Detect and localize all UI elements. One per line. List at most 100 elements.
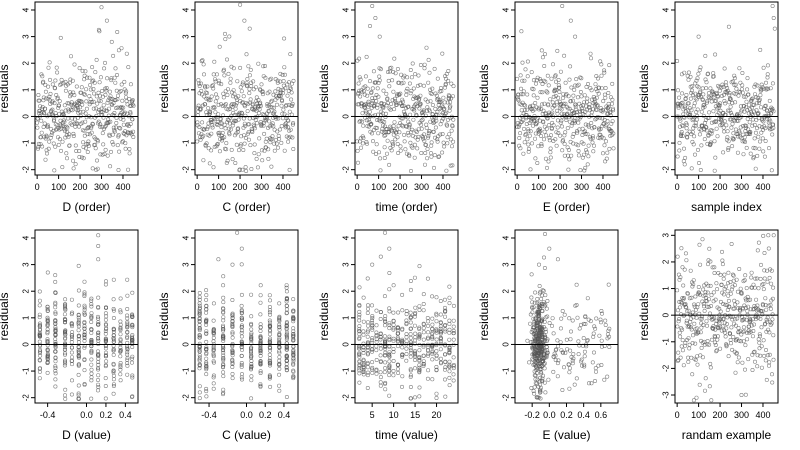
- data-point: [734, 118, 739, 123]
- data-point: [438, 132, 443, 137]
- data-point: [771, 285, 776, 290]
- data-point: [546, 377, 551, 382]
- data-point: [221, 328, 226, 333]
- data-point: [752, 136, 757, 141]
- data-point: [594, 316, 599, 321]
- data-point: [108, 164, 113, 169]
- data-point: [540, 376, 545, 381]
- data-point: [755, 83, 760, 88]
- data-point: [291, 356, 296, 361]
- data-point: [438, 360, 443, 365]
- data-point: [698, 89, 703, 94]
- data-point: [727, 91, 732, 96]
- data-point: [442, 314, 447, 319]
- y-tick-label: -2: [182, 166, 191, 174]
- data-point: [577, 110, 582, 115]
- data-point: [762, 276, 767, 281]
- data-point: [385, 70, 390, 75]
- data-point: [550, 110, 555, 115]
- data-point: [692, 101, 697, 106]
- data-point: [598, 132, 603, 137]
- data-point: [710, 317, 715, 322]
- data-point: [692, 134, 697, 139]
- data-point: [731, 137, 736, 142]
- data-point: [130, 338, 135, 343]
- data-point: [362, 92, 367, 97]
- data-point: [704, 128, 709, 133]
- data-point: [689, 355, 694, 360]
- data-point: [676, 350, 681, 355]
- data-point: [400, 341, 405, 346]
- data-point: [360, 141, 365, 146]
- data-point: [204, 339, 209, 344]
- y-axis-label: residuals: [0, 64, 11, 112]
- data-point: [595, 76, 600, 81]
- data-point: [243, 113, 248, 118]
- data-point: [287, 167, 292, 172]
- data-point: [355, 160, 360, 165]
- data-point: [419, 151, 424, 156]
- data-point: [400, 326, 405, 331]
- data-point: [610, 106, 615, 111]
- data-point: [543, 327, 548, 332]
- data-point: [721, 292, 726, 297]
- data-point: [410, 145, 415, 150]
- data-point: [259, 82, 264, 87]
- data-point: [118, 367, 123, 372]
- data-point: [111, 308, 116, 313]
- data-point: [731, 131, 736, 136]
- data-point: [195, 120, 200, 125]
- data-point: [111, 352, 116, 357]
- data-point: [291, 368, 296, 373]
- y-tick-label: -1: [22, 367, 31, 375]
- data-point: [110, 132, 115, 137]
- data-point: [573, 107, 578, 112]
- data-point: [567, 370, 572, 375]
- data-point: [374, 367, 379, 372]
- data-point: [689, 295, 694, 300]
- data-point: [675, 308, 680, 313]
- data-point: [413, 72, 418, 77]
- data-point: [49, 133, 54, 138]
- data-point: [408, 140, 413, 145]
- data-point: [684, 126, 689, 131]
- data-point: [763, 358, 768, 363]
- data-point: [70, 333, 75, 338]
- data-point: [770, 4, 775, 9]
- data-point: [701, 287, 706, 292]
- data-point: [383, 319, 388, 324]
- data-point: [113, 80, 118, 85]
- data-point: [522, 102, 527, 107]
- data-point: [71, 134, 76, 139]
- data-point: [421, 308, 426, 313]
- data-point: [589, 97, 594, 102]
- data-point: [592, 125, 597, 130]
- data-point: [76, 318, 81, 323]
- data-point: [767, 330, 772, 335]
- data-point: [699, 345, 704, 350]
- data-point: [568, 18, 573, 23]
- data-point: [447, 295, 452, 300]
- data-point: [531, 388, 536, 393]
- data-point: [249, 378, 254, 383]
- data-point: [721, 301, 726, 306]
- data-point: [557, 85, 562, 90]
- data-point: [418, 102, 423, 107]
- y-tick-label: 0: [502, 114, 511, 119]
- data-point: [715, 287, 720, 292]
- data-point: [251, 122, 256, 127]
- data-point: [374, 344, 379, 349]
- data-point: [288, 134, 293, 139]
- y-tick-label: 0: [22, 342, 31, 347]
- data-point: [249, 374, 254, 379]
- data-point: [744, 99, 749, 104]
- data-point: [211, 83, 216, 88]
- data-point: [708, 142, 713, 147]
- data-point: [245, 77, 250, 82]
- data-point: [571, 93, 576, 98]
- x-tick-label: 0.6: [595, 410, 608, 420]
- data-point: [406, 133, 411, 138]
- data-point: [46, 84, 51, 89]
- x-tick-label: 300: [734, 410, 749, 420]
- x-tick-label: 0: [515, 182, 520, 192]
